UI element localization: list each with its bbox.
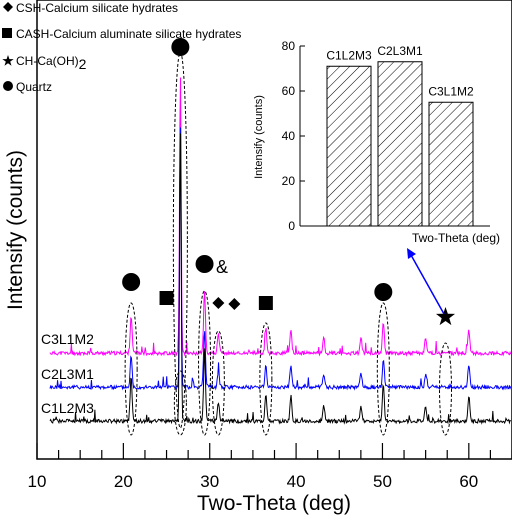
xrd-series-line [49, 77, 512, 357]
inset-x-axis-label: Two-Theta (deg) [412, 231, 500, 245]
inset-bar-label: C3L1M2 [428, 84, 474, 98]
series-label-c2l3m1: C2L3M1 [41, 366, 94, 382]
inset-bar-label: C1L2M3 [326, 48, 372, 62]
inset-y-tick-label: 80 [282, 39, 296, 53]
legend-star-icon [2, 55, 14, 66]
peak-highlight-ellipse [439, 342, 452, 436]
legend: CSH-Calcium silicate hydrates CASH-Calci… [2, 1, 241, 94]
inset-bar [326, 65, 372, 227]
main-y-axis-label: Intensify (counts) [4, 150, 27, 310]
peak-highlight-ellipse [211, 330, 225, 436]
inset-y-ticks: 0 20 40 60 80 [282, 39, 305, 233]
x-tick-label: 10 [28, 472, 47, 491]
legend-label-csh: CSH-Calcium silicate hydrates [16, 1, 178, 15]
legend-diamond-icon [3, 2, 13, 12]
main-x-axis-label: Two-Theta (deg) [197, 492, 351, 515]
xrd-series-line [49, 133, 511, 425]
series-label-c1l2m3: C1L2M3 [41, 400, 94, 416]
quartz-circle-marker [374, 283, 393, 301]
csh-diamond-marker [212, 297, 225, 309]
legend-label-quartz: Quartz [16, 80, 52, 94]
inset-bar [428, 101, 474, 227]
peak-highlight-ellipse [376, 302, 390, 436]
cash-square-marker [258, 296, 273, 310]
cash-square-marker [159, 291, 174, 305]
inset-y-tick-label: 60 [282, 84, 296, 98]
x-tick-label: 40 [287, 472, 306, 491]
xrd-series-line [49, 127, 512, 391]
legend-label-ch-subscript: 2 [79, 56, 87, 72]
x-tick-label: 20 [114, 472, 133, 491]
x-tick-label: 60 [459, 472, 478, 491]
inset-bar-chart: 0 20 40 60 80 C1L2M3 C2L3M1 C3L1M2 Two-Theta (… [253, 39, 500, 315]
inset-y-axis-label: Intensify (counts) [253, 95, 265, 179]
peak-markers [122, 38, 456, 326]
inset-pointer-arrow-head [407, 248, 416, 259]
legend-circle-icon [3, 81, 13, 91]
ampersand-annotation: & [216, 257, 228, 277]
inset-y-tick-label: 20 [282, 174, 296, 188]
quartz-circle-marker [195, 255, 214, 273]
inset-bar-label: C2L3M1 [377, 44, 423, 58]
series-label-c3l1m2: C3L1M2 [41, 331, 94, 347]
inset-pointer-arrow-line [410, 254, 445, 315]
inset-bars: C1L2M3 C2L3M1 C3L1M2 [326, 44, 474, 227]
legend-label-ch: CH-Ca(OH)2 [16, 54, 87, 72]
peak-highlight-ellipse [124, 302, 138, 436]
main-x-ticks: 10 20 30 40 50 60 [28, 443, 512, 491]
inset-y-tick-label: 0 [288, 219, 295, 233]
quartz-circle-marker [122, 273, 141, 291]
legend-square-icon [2, 28, 12, 38]
quartz-circle-marker [171, 38, 190, 56]
inset-y-tick-label: 40 [282, 129, 296, 143]
x-tick-label: 30 [200, 472, 219, 491]
csh-diamond-marker [228, 298, 241, 310]
legend-label-ch-main: CH-Ca(OH) [16, 54, 79, 68]
main-plot-frame [36, 0, 512, 460]
peak-highlight-ellipse [198, 290, 212, 436]
ch-star-marker [435, 307, 456, 326]
inset-bar [377, 61, 423, 227]
xrd-patterns [49, 77, 512, 425]
x-tick-label: 50 [373, 472, 392, 491]
legend-label-cash: CASH-Calcium aluminate silicate hydrates [16, 27, 241, 41]
peak-highlight-ellipse [259, 322, 273, 436]
peak-highlight-ellipse [173, 370, 187, 436]
